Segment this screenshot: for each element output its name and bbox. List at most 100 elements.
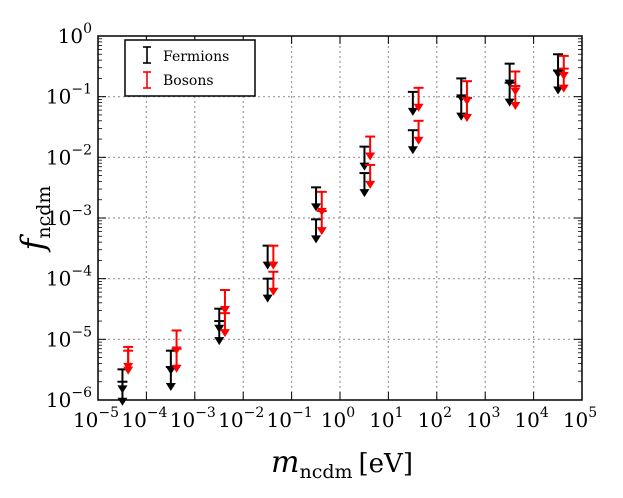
x-tick-label-exponent: 3 xyxy=(491,405,500,421)
upper-limit-arrowhead-fermions xyxy=(165,382,176,391)
y-tick-label-base: 10 xyxy=(46,206,71,230)
upper-limit-arrowhead-bosons xyxy=(316,227,327,236)
x-tick-label-exponent: −5 xyxy=(98,405,119,421)
x-tick-label-exponent: −1 xyxy=(292,405,313,421)
upper-limit-arrowhead-bosons xyxy=(558,84,569,93)
legend-label-bosons: Bosons xyxy=(163,73,214,89)
y-tick-label: 10−3 xyxy=(46,203,92,230)
upper-limit-arrowhead-bosons xyxy=(219,306,230,315)
upper-limit-marker-bosons xyxy=(268,244,279,270)
upper-limit-arrowhead-fermions xyxy=(311,235,322,244)
x-tick-label-exponent: 1 xyxy=(395,405,404,421)
upper-limit-arrowhead-bosons xyxy=(171,364,182,373)
upper-limit-marker-bosons xyxy=(123,349,134,375)
upper-limit-marker-bosons xyxy=(413,86,424,112)
x-axis-label: mncdm [eV] xyxy=(271,445,413,483)
x-tick-label-exponent: −4 xyxy=(147,405,168,421)
y-tick-label-base: 10 xyxy=(46,327,71,351)
y-tick-label: 10−5 xyxy=(46,324,92,351)
upper-limit-arrowhead-bosons xyxy=(365,180,376,189)
y-tick-label-exponent: −2 xyxy=(71,142,92,158)
upper-limit-marker-bosons xyxy=(413,119,424,145)
y-tick-label-exponent: −3 xyxy=(71,203,92,219)
marks xyxy=(117,53,569,406)
y-tick-label-exponent: −5 xyxy=(71,324,92,340)
upper-limit-marker-fermions xyxy=(407,129,418,155)
upper-limit-arrowhead-fermions xyxy=(407,107,418,116)
upper-limit-marker-fermions xyxy=(359,172,370,198)
upper-limit-marker-fermions xyxy=(407,90,418,116)
upper-limit-marker-bosons xyxy=(316,210,327,236)
y-axis-label-sub: ncdm xyxy=(33,186,55,239)
upper-limit-arrowhead-bosons xyxy=(461,114,472,123)
x-tick-label: 10−4 xyxy=(121,405,167,432)
upper-limit-arrowhead-fermions xyxy=(359,189,370,198)
x-tick-label-base: 10 xyxy=(466,408,491,432)
x-tick-label: 101 xyxy=(369,405,403,432)
x-tick-label-base: 10 xyxy=(218,408,243,432)
upper-limit-marker-fermions xyxy=(262,277,273,303)
x-tick-labels: 10−5 10−4 10−3 10−2 10−1 100 101 102 103 104 105 xyxy=(73,405,597,432)
upper-limit-arrowhead-bosons xyxy=(268,287,279,296)
x-axis-label-sub: ncdm xyxy=(299,461,352,483)
x-tick-label: 102 xyxy=(418,405,452,432)
upper-limit-marker-bosons xyxy=(365,135,376,161)
upper-limit-marker-fermions xyxy=(504,81,515,107)
x-tick-label: 103 xyxy=(466,405,500,432)
y-axis-label: fncdm xyxy=(14,186,55,253)
x-axis-label-main: m xyxy=(271,445,299,480)
legend-marker-bosons xyxy=(143,71,151,89)
legend-marker-fermions xyxy=(143,46,151,64)
upper-limit-marker-fermions xyxy=(214,320,225,346)
x-tick-label-exponent: 5 xyxy=(588,405,597,421)
upper-limit-marker-bosons xyxy=(219,312,230,338)
y-tick-label-exponent: 0 xyxy=(83,21,92,37)
x-tick-label: 105 xyxy=(563,405,597,432)
upper-limit-arrowhead-bosons xyxy=(510,101,521,110)
x-tick-label-exponent: 4 xyxy=(540,405,549,421)
x-tick-label: 10−5 xyxy=(73,405,119,432)
x-tick-label: 100 xyxy=(321,405,355,432)
x-tick-label-base: 10 xyxy=(563,408,588,432)
x-axis-label-unit: [eV] xyxy=(359,449,413,479)
upper-limit-arrowhead-fermions xyxy=(504,98,515,107)
upper-limit-marker-bosons xyxy=(268,270,279,296)
y-tick-label-exponent: −4 xyxy=(71,264,92,280)
x-tick-label-exponent: 2 xyxy=(443,405,452,421)
x-tick-label-base: 10 xyxy=(514,408,539,432)
upper-limit-marker-bosons xyxy=(510,84,521,110)
x-tick-label: 10−1 xyxy=(267,405,313,432)
x-tick-label-base: 10 xyxy=(418,408,443,432)
y-tick-label-base: 10 xyxy=(58,24,83,48)
upper-limit-marker-bosons xyxy=(461,97,472,123)
x-tick-label-base: 10 xyxy=(170,408,195,432)
upper-limit-arrowhead-bosons xyxy=(123,366,134,375)
y-tick-label: 10−1 xyxy=(46,82,92,109)
upper-limit-arrowhead-bosons xyxy=(413,103,424,112)
upper-limit-arrowhead-fermions xyxy=(407,146,418,155)
plot-frame xyxy=(97,35,583,401)
x-tick-label-base: 10 xyxy=(121,408,146,432)
upper-limit-marker-fermions xyxy=(311,218,322,244)
upper-limit-arrowhead-fermions xyxy=(311,203,322,212)
y-tick-label-base: 10 xyxy=(46,388,71,412)
upper-limit-marker-bosons xyxy=(219,289,230,315)
x-tick-label: 104 xyxy=(514,405,548,432)
y-tick-label: 10−2 xyxy=(46,142,92,169)
upper-limit-marker-fermions xyxy=(311,186,322,212)
y-tick-label: 10−6 xyxy=(46,385,92,412)
y-tick-label-base: 10 xyxy=(46,267,71,291)
x-tick-label-exponent: 0 xyxy=(346,405,355,421)
upper-limit-arrowhead-fermions xyxy=(553,86,564,95)
x-tick-label-exponent: −2 xyxy=(244,405,265,421)
x-tick-label-base: 10 xyxy=(369,408,394,432)
x-tick-label: 10−3 xyxy=(170,405,216,432)
x-tick-label-base: 10 xyxy=(267,408,292,432)
x-tick-label-base: 10 xyxy=(73,408,98,432)
y-tick-label-base: 10 xyxy=(46,85,71,109)
upper-limit-arrowhead-bosons xyxy=(365,152,376,161)
upper-limit-marker-bosons xyxy=(365,163,376,189)
upper-limit-arrowhead-fermions xyxy=(214,337,225,346)
